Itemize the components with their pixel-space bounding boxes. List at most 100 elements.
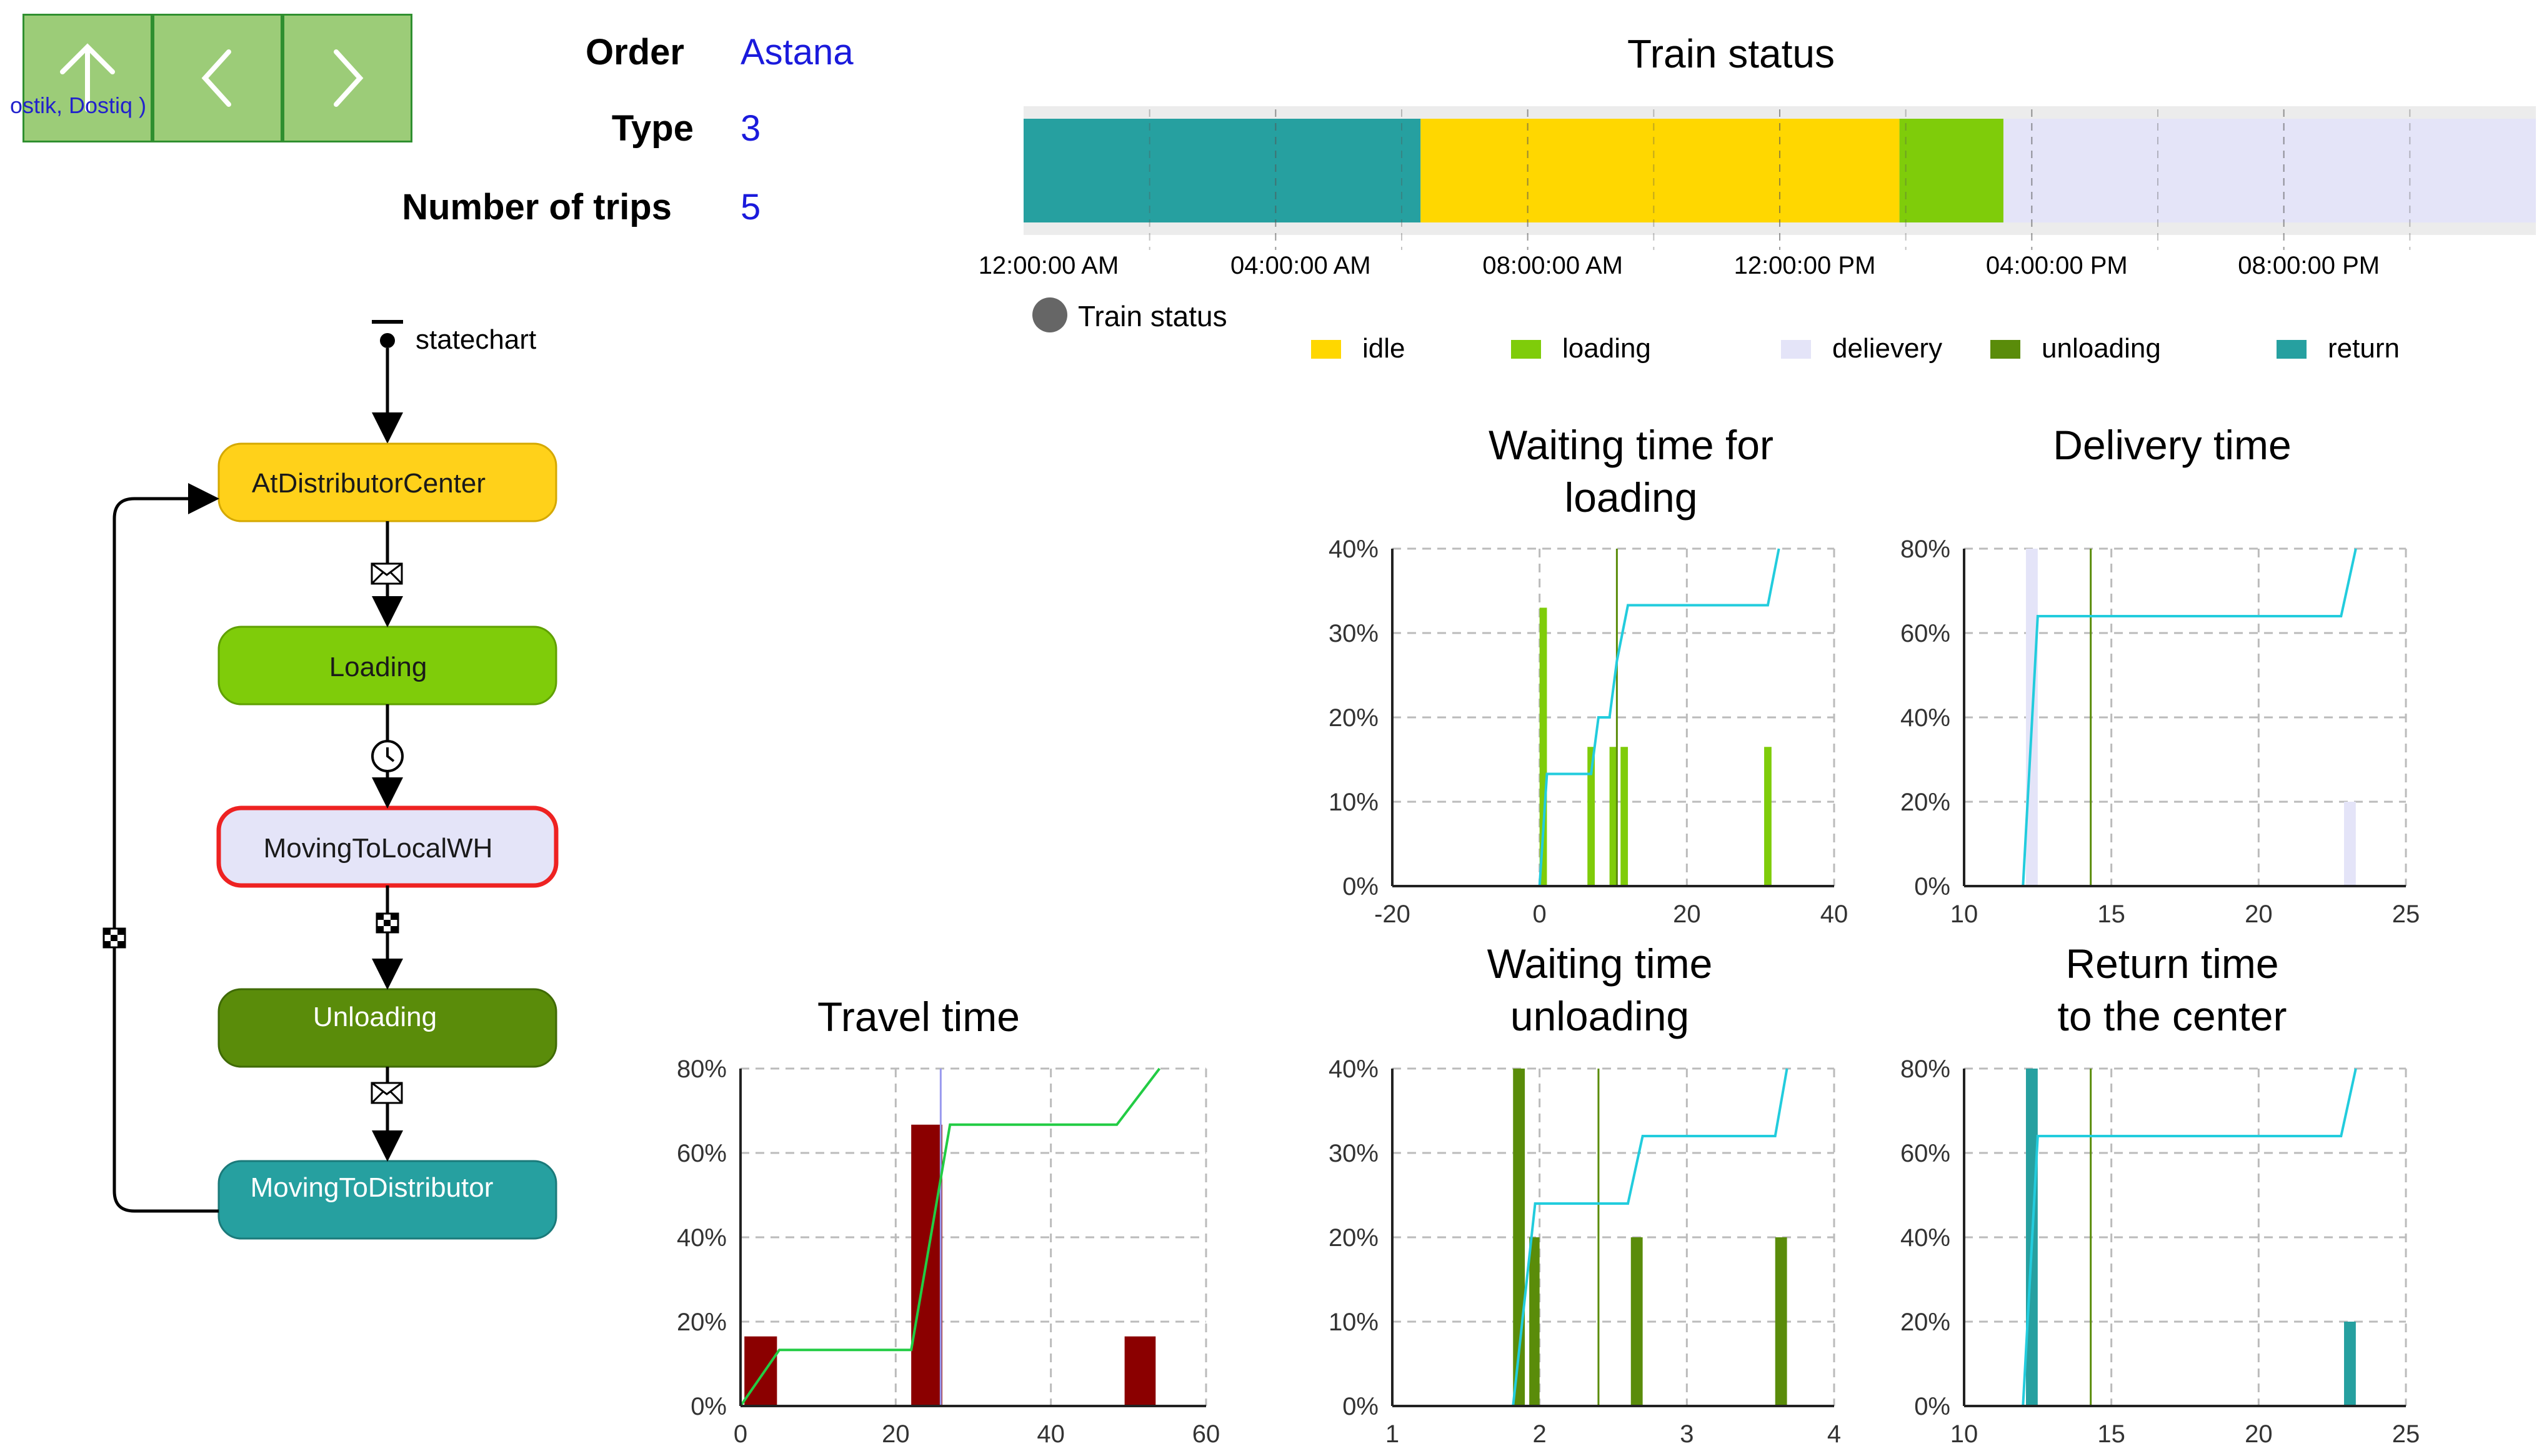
envelope-icon <box>371 562 403 585</box>
statechart: statechart AtDistributorCenter Loading M… <box>102 320 559 1240</box>
histogram-bar <box>1609 747 1617 886</box>
x-tick-label: 20 <box>882 1420 910 1448</box>
y-tick-label: 80% <box>677 1055 727 1083</box>
histogram-bar <box>744 1336 777 1406</box>
y-tick-label: 30% <box>1329 1140 1379 1167</box>
chevron-right-icon <box>334 49 364 107</box>
order-label: Order <box>586 32 684 72</box>
y-tick-label: 60% <box>677 1140 727 1167</box>
state-atdistributorcenter-label: AtDistributorCenter <box>252 468 486 499</box>
histogram-bar <box>2344 802 2356 886</box>
timeline-tick-label: 08:00:00 AM <box>1482 252 1623 279</box>
x-tick-label: 10 <box>1950 900 1978 928</box>
timeline-segments <box>1024 119 2536 222</box>
train-status-badge-label: Train status <box>1078 300 1227 332</box>
state-movingtodistributor-label: MovingToDistributor <box>251 1172 494 1203</box>
y-tick-label: 20% <box>1900 789 1950 816</box>
x-tick-label: 10 <box>1950 1420 1978 1448</box>
chart-title: Delivery time <box>2053 422 2291 468</box>
y-tick-label: 60% <box>1900 1140 1950 1167</box>
histogram-bar <box>2025 549 2038 886</box>
histogram-bar <box>1620 747 1629 886</box>
timeline-segment-loading <box>1899 119 2003 222</box>
histogram-bar <box>1775 1237 1787 1406</box>
histogram-bar <box>911 1124 942 1406</box>
transition-loop-back[interactable] <box>112 483 219 1213</box>
navigate-back-button[interactable] <box>152 14 282 142</box>
legend-label-return: return <box>2328 333 2400 364</box>
cdf-line <box>2022 548 2357 887</box>
x-tick-label: 15 <box>2097 900 2125 928</box>
legend-swatch-delievery <box>1781 340 1811 359</box>
order-value: Astana <box>741 32 854 72</box>
chart-return: Return time to the center 0% 20% 40% 60% 80% 10… <box>1900 940 2420 1448</box>
navigation-toolbar: ostik, Dostiq ) <box>10 14 415 145</box>
y-tick-label: 10% <box>1329 1309 1379 1336</box>
state-loading[interactable] <box>217 626 557 706</box>
histogram-bar <box>1764 747 1772 886</box>
y-tick-label: 40% <box>677 1224 727 1252</box>
legend-label-loading: loading <box>1562 333 1651 364</box>
chart-delivery: Delivery time 0% 20% 40% 60% 80% 10 15 20 25 <box>1900 422 2420 928</box>
timeline-segment-delievery <box>2003 119 2536 222</box>
x-tick-label: 20 <box>1673 900 1701 928</box>
timeline-segment-return <box>1024 119 1421 222</box>
legend-swatch-unloading <box>1990 340 2020 359</box>
x-tick-label: 0 <box>1533 900 1547 928</box>
x-tick-label: 2 <box>1533 1420 1547 1448</box>
clock-icon <box>371 740 404 772</box>
x-tick-label: 1 <box>1385 1420 1399 1448</box>
histogram-bar <box>1513 1069 1525 1406</box>
y-tick-label: 60% <box>1900 620 1950 647</box>
chart-title: Waiting time <box>1487 940 1713 987</box>
histogram-bar <box>1529 1237 1540 1406</box>
arrow-up-icon <box>60 43 115 112</box>
chart-title: Return time <box>2065 940 2278 987</box>
nav-overlay-text: ostik, Dostiq ) <box>10 92 147 118</box>
cdf-line <box>739 1067 1161 1407</box>
navigate-forward-button[interactable] <box>282 14 412 142</box>
timeline-legend: idle loading delievery unloading return <box>1311 333 2400 364</box>
y-tick-label: 20% <box>1900 1309 1950 1336</box>
histogram-bar <box>1124 1336 1156 1406</box>
timeline-grid <box>1149 109 2411 250</box>
y-tick-label: 30% <box>1329 620 1379 647</box>
legend-label-delievery: delievery <box>1832 333 1942 364</box>
x-tick-label: 25 <box>2392 1420 2420 1448</box>
y-tick-label: 40% <box>1329 1055 1379 1083</box>
chart-waiting-loading: Waiting time for loading 0% 10% 20% 30% 40% -20… <box>1329 422 1848 928</box>
state-movingtolocalwh[interactable] <box>216 805 559 888</box>
chart-title: Travel time <box>817 994 1020 1040</box>
histogram-bar <box>1587 747 1595 886</box>
trips-value: 5 <box>741 187 761 227</box>
type-label: Type <box>611 108 694 149</box>
cdf-line <box>2022 1068 2357 1407</box>
y-tick-label: 0% <box>1914 1393 1950 1420</box>
state-movingtolocalwh-label: MovingToLocalWH <box>264 833 493 864</box>
state-atdistributorcenter[interactable] <box>217 442 557 522</box>
statechart-entry-point <box>380 333 395 348</box>
legend-label-unloading: unloading <box>2042 333 2161 364</box>
chart-waiting-unloading: Waiting time unloading 0% 10% 20% 30% 40% 1 2 3 4 <box>1329 940 1841 1448</box>
histogram-bar <box>2025 1069 2038 1406</box>
chart-title: loading <box>1565 474 1698 521</box>
train-status-badge-icon <box>1032 297 1067 332</box>
legend-swatch-loading <box>1511 340 1541 359</box>
checkered-flag-icon <box>376 912 399 934</box>
state-movingtodistributor[interactable] <box>217 1160 557 1240</box>
x-tick-label: 60 <box>1192 1420 1220 1448</box>
y-tick-label: 40% <box>1329 536 1379 563</box>
state-unloading[interactable] <box>217 988 557 1068</box>
chart-title: Waiting time for <box>1489 422 1773 468</box>
timeline-axis: 12:00:00 AM 04:00:00 AM 08:00:00 AM 12:00:0… <box>979 252 2380 279</box>
legend-swatch-idle <box>1311 340 1341 359</box>
x-tick-label: 25 <box>2392 900 2420 928</box>
chevron-left-icon <box>201 49 231 107</box>
envelope-icon <box>371 1082 403 1104</box>
navigate-up-button[interactable] <box>22 14 152 142</box>
y-tick-label: 20% <box>1329 704 1379 732</box>
y-tick-label: 0% <box>1342 873 1379 900</box>
y-tick-label: 40% <box>1900 1224 1950 1252</box>
chart-travel: Travel time 0% 20% 40% 60% 80% 0 20 40 60 <box>677 994 1220 1448</box>
x-tick-label: 0 <box>734 1420 747 1448</box>
